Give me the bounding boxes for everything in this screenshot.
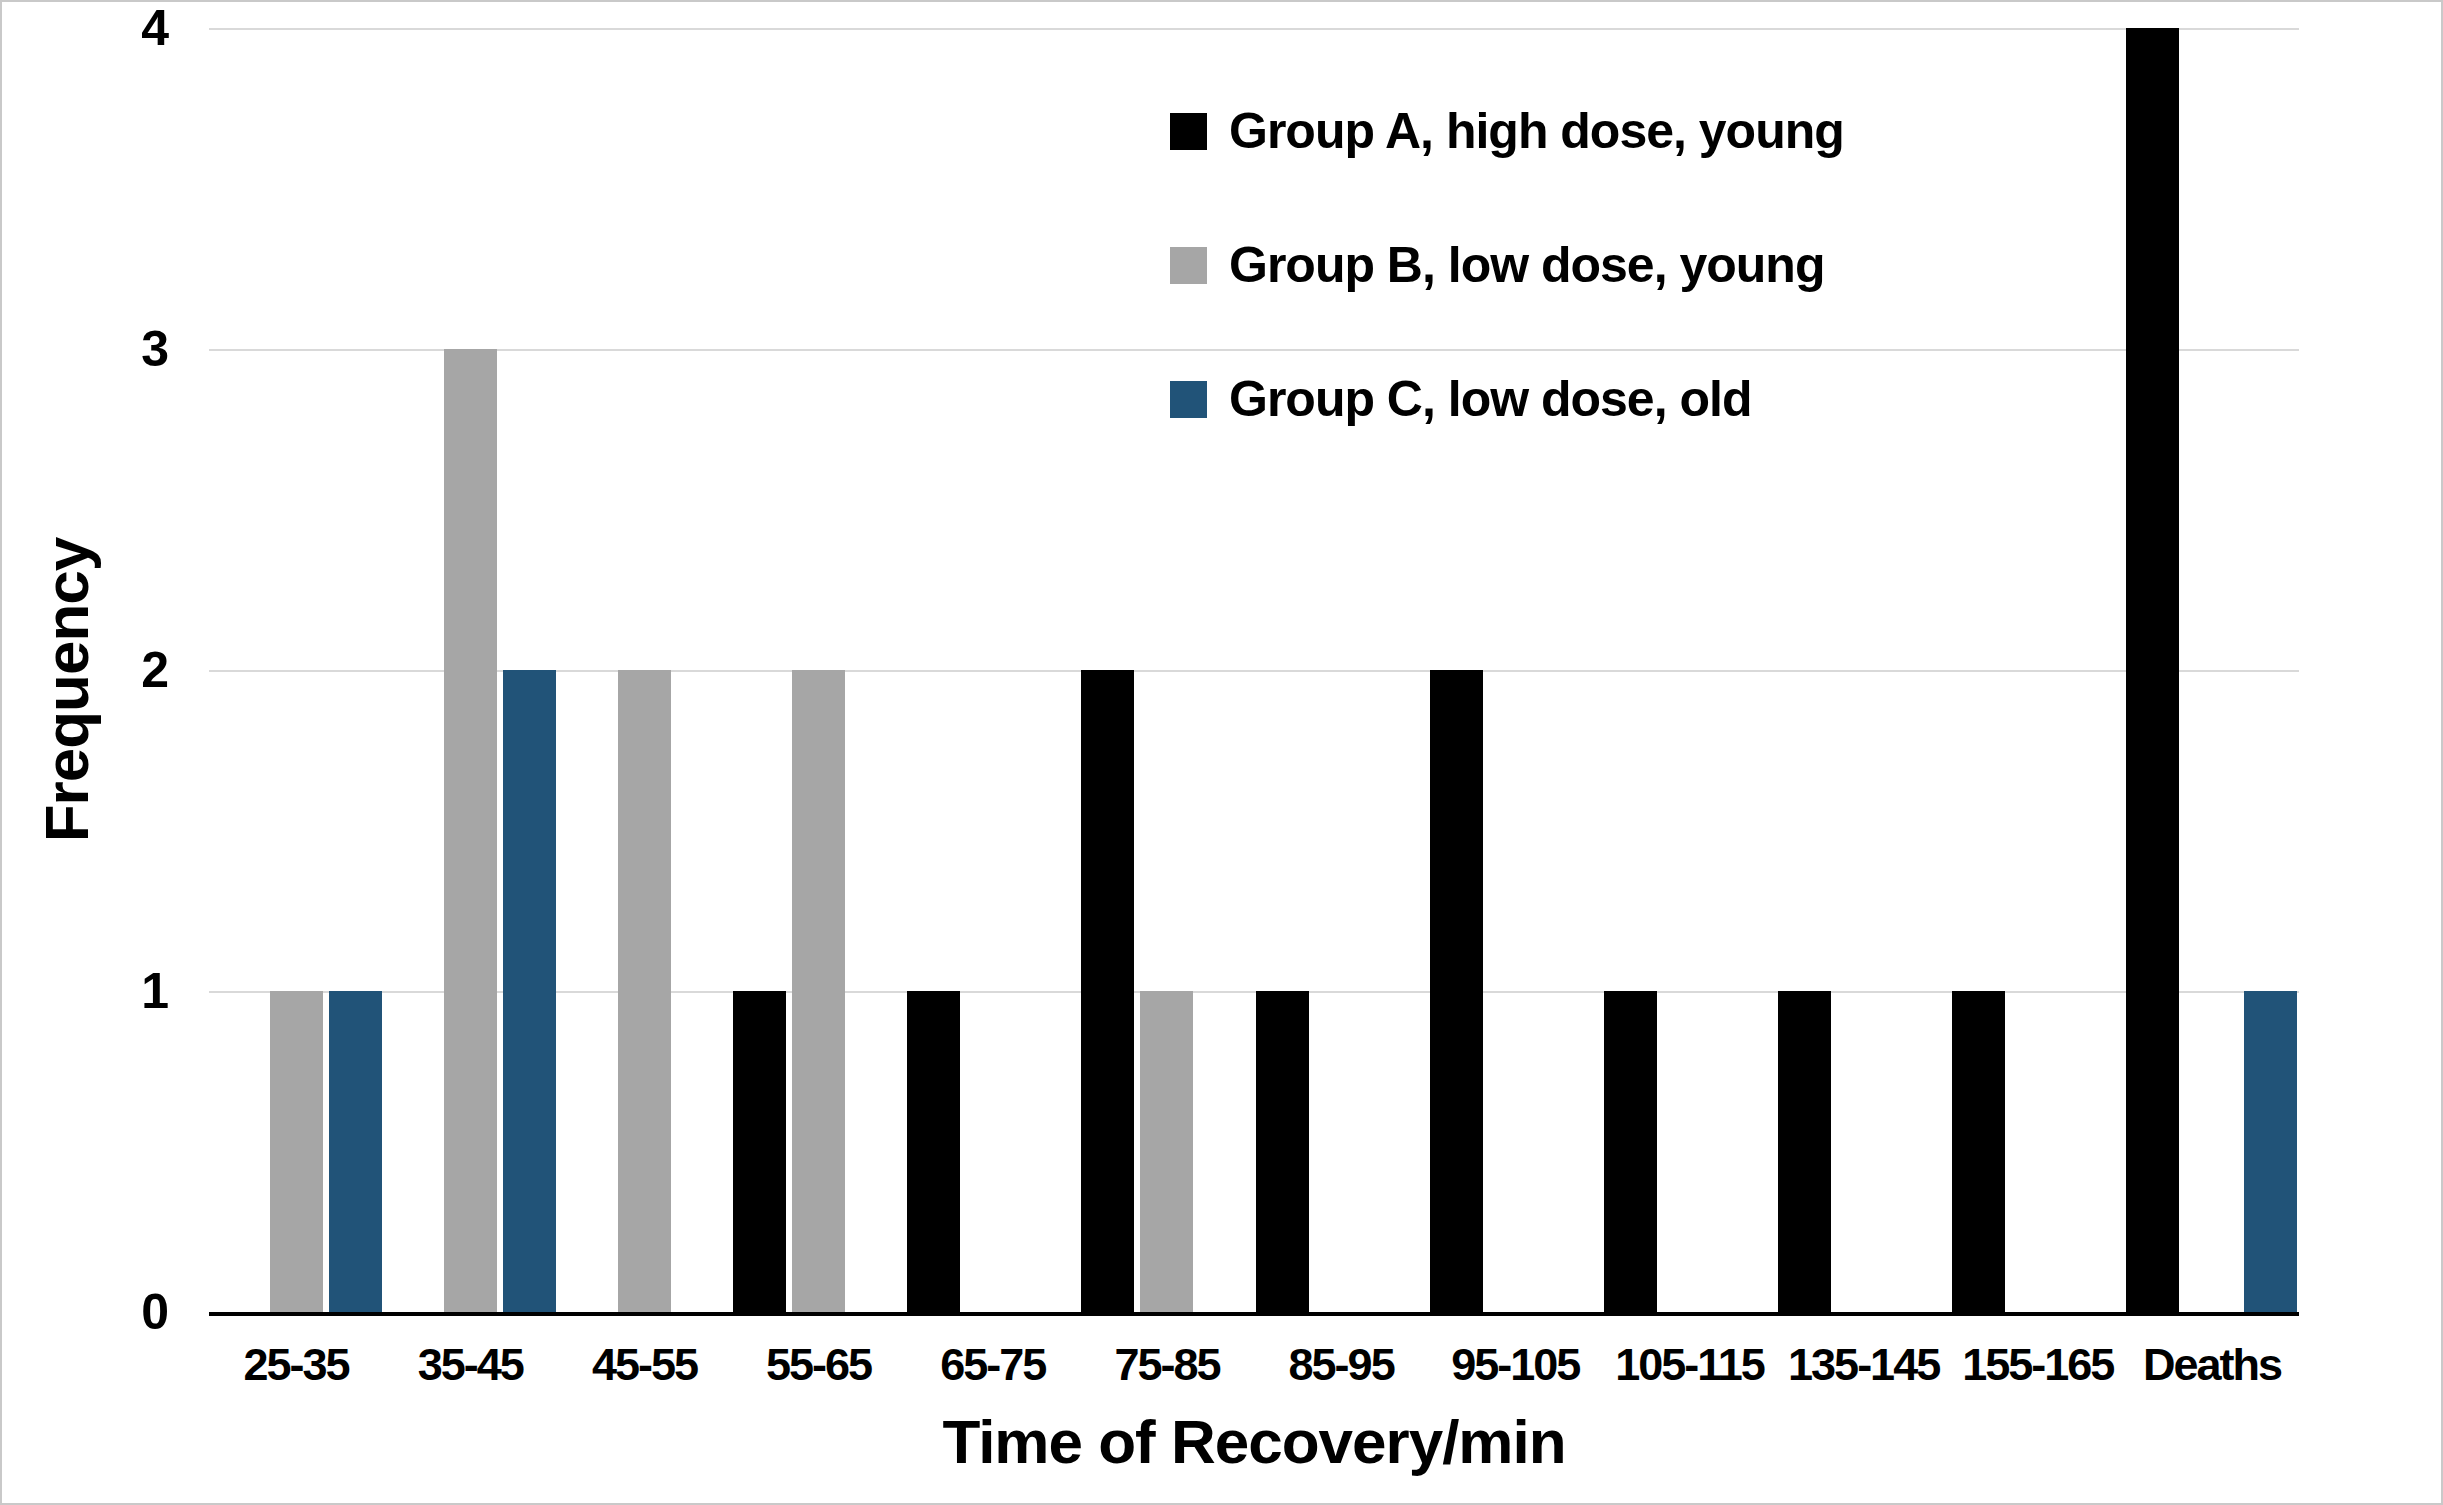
bar-slot	[559, 28, 612, 1312]
x-axis-ticks: 25-3535-4545-5555-6565-7575-8585-9595-10…	[209, 1342, 2299, 1387]
x-tick-label-75-85: 75-85	[1080, 1342, 1254, 1387]
y-axis-ticks: 01234	[2, 28, 174, 1312]
y-tick-label-1: 1	[141, 966, 168, 1016]
bar-group-a-65-75	[907, 991, 960, 1312]
x-tick-label-105-115: 105-115	[1602, 1342, 1776, 1387]
x-axis-title: Time of Recovery/min	[209, 1406, 2299, 1477]
x-tick-label-85-95: 85-95	[1254, 1342, 1428, 1387]
legend-label: Group A, high dose, young	[1229, 106, 1844, 156]
category-Deaths	[2125, 28, 2299, 1312]
category-35-45	[383, 28, 557, 1312]
bar-group-b-25-35	[270, 991, 323, 1312]
y-tick-label-2: 2	[141, 645, 168, 695]
bar-slot	[1081, 28, 1134, 1312]
legend-item-group-a: Group A, high dose, young	[1170, 106, 1844, 156]
x-tick-label-55-65: 55-65	[732, 1342, 906, 1387]
bar-slot	[2185, 28, 2238, 1312]
bar-group-a-95-105	[1430, 670, 1483, 1312]
bar-slot	[1837, 28, 1890, 1312]
bar-group-a-155-165	[1952, 991, 2005, 1312]
legend: Group A, high dose, young Group B, low d…	[1170, 106, 1844, 424]
bar-slot	[444, 28, 497, 1312]
legend-label: Group C, low dose, old	[1229, 374, 1751, 424]
bar-group-a-75-85	[1081, 670, 1134, 1312]
bar-group-b-75-85	[1140, 991, 1193, 1312]
x-tick-label-45-55: 45-55	[557, 1342, 731, 1387]
bar-slot	[1896, 28, 1949, 1312]
category-65-75	[906, 28, 1080, 1312]
bar-group-b-35-45	[444, 349, 497, 1312]
x-tick-label-25-35: 25-35	[209, 1342, 383, 1387]
legend-swatch-icon	[1170, 247, 1207, 284]
bar-slot	[792, 28, 845, 1312]
legend-swatch-icon	[1170, 381, 1207, 418]
category-155-165	[1951, 28, 2125, 1312]
bar-group-c-35-45	[503, 670, 556, 1312]
y-tick-label-3: 3	[141, 324, 168, 374]
bar-slot	[2070, 28, 2123, 1312]
bar-slot	[1952, 28, 2005, 1312]
bar-slot	[677, 28, 730, 1312]
legend-item-group-b: Group B, low dose, young	[1170, 240, 1844, 290]
x-tick-label-155-165: 155-165	[1951, 1342, 2125, 1387]
category-25-35	[209, 28, 383, 1312]
bar-group-a-55-65	[733, 991, 786, 1312]
bar-group-a-Deaths	[2126, 28, 2179, 1312]
bar-slot	[2011, 28, 2064, 1312]
legend-item-group-c: Group C, low dose, old	[1170, 374, 1844, 424]
chart-frame: Frequency 01234 Group A, high dose, youn…	[0, 0, 2443, 1505]
bar-slot	[618, 28, 671, 1312]
bar-slot	[966, 28, 1019, 1312]
legend-swatch-icon	[1170, 113, 1207, 150]
legend-label: Group B, low dose, young	[1229, 240, 1824, 290]
bar-slot	[270, 28, 323, 1312]
bar-slot	[503, 28, 556, 1312]
bar-slot	[211, 28, 264, 1312]
bar-slot	[907, 28, 960, 1312]
bar-slot	[733, 28, 786, 1312]
x-tick-label-35-45: 35-45	[383, 1342, 557, 1387]
bar-group-a-135-145	[1778, 991, 1831, 1312]
x-tick-label-135-145: 135-145	[1777, 1342, 1951, 1387]
bar-group-a-85-95	[1256, 991, 1309, 1312]
bar-group-b-55-65	[792, 670, 845, 1312]
bar-slot	[329, 28, 382, 1312]
y-tick-label-0: 0	[141, 1287, 168, 1337]
y-tick-label-4: 4	[141, 3, 168, 53]
bar-slot	[2126, 28, 2179, 1312]
bar-slot	[385, 28, 438, 1312]
bar-slot	[1025, 28, 1078, 1312]
x-tick-label-65-75: 65-75	[906, 1342, 1080, 1387]
bar-group-c-Deaths	[2244, 991, 2297, 1312]
category-55-65	[732, 28, 906, 1312]
x-tick-label-95-105: 95-105	[1428, 1342, 1602, 1387]
category-45-55	[557, 28, 731, 1312]
x-tick-label-Deaths: Deaths	[2125, 1342, 2299, 1387]
bar-group-a-105-115	[1604, 991, 1657, 1312]
bar-group-b-45-55	[618, 670, 671, 1312]
bar-slot	[2244, 28, 2297, 1312]
bar-slot	[851, 28, 904, 1312]
bar-group-c-25-35	[329, 991, 382, 1312]
